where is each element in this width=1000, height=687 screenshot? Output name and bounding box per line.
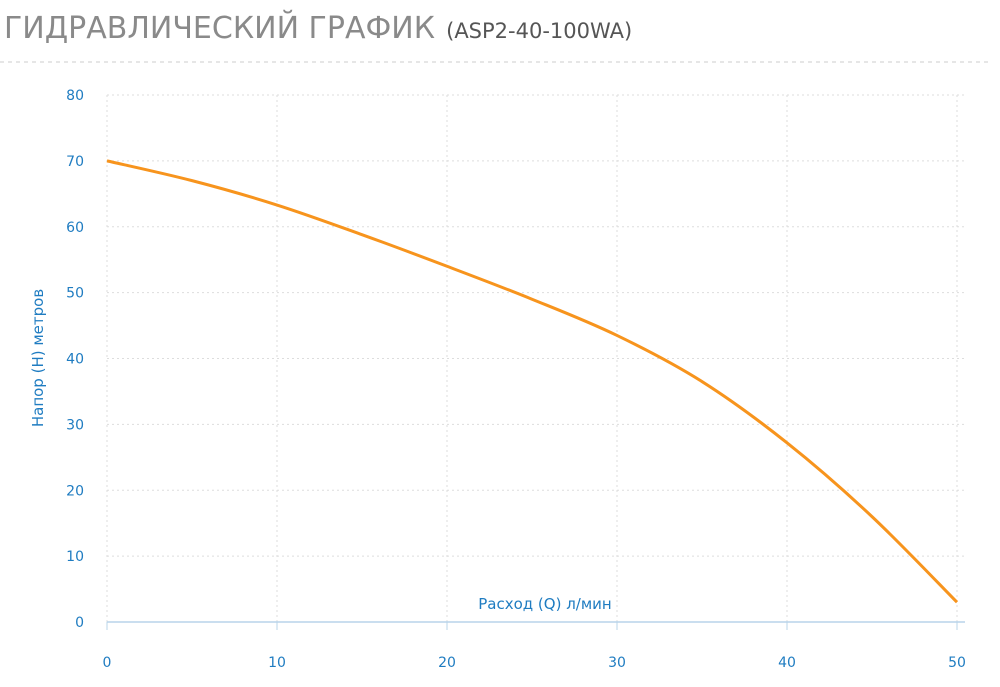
chart-subtitle: (ASP2-40-100WA) — [446, 19, 632, 43]
y-tick-label: 80 — [66, 88, 84, 104]
x-tick-label: 20 — [438, 655, 456, 671]
y-tick-label: 40 — [66, 352, 84, 368]
chart-title: ГИДРАВЛИЧЕСКИЙ ГРАФИК — [4, 10, 435, 46]
y-tick-label: 30 — [66, 417, 84, 433]
x-tick-label: 0 — [103, 655, 112, 671]
y-tick-label: 60 — [66, 220, 84, 236]
y-axis-label: Напор (H) метров — [29, 289, 47, 427]
series-line — [106, 159, 959, 604]
y-tick-label: 20 — [66, 483, 84, 499]
x-tick-label: 40 — [778, 655, 796, 671]
y-tick-label: 50 — [66, 286, 84, 302]
x-tick-label: 50 — [948, 655, 966, 671]
y-tick-label: 70 — [66, 154, 84, 170]
x-axis-label: Расход (Q) л/мин — [478, 595, 611, 613]
title-line: ГИДРАВЛИЧЕСКИЙ ГРАФИК (ASP2-40-100WA) — [4, 10, 632, 46]
y-tick-label: 10 — [66, 549, 84, 565]
x-tick-label: 10 — [268, 655, 286, 671]
x-tick-label: 30 — [608, 655, 626, 671]
y-tick-label: 0 — [75, 615, 84, 631]
